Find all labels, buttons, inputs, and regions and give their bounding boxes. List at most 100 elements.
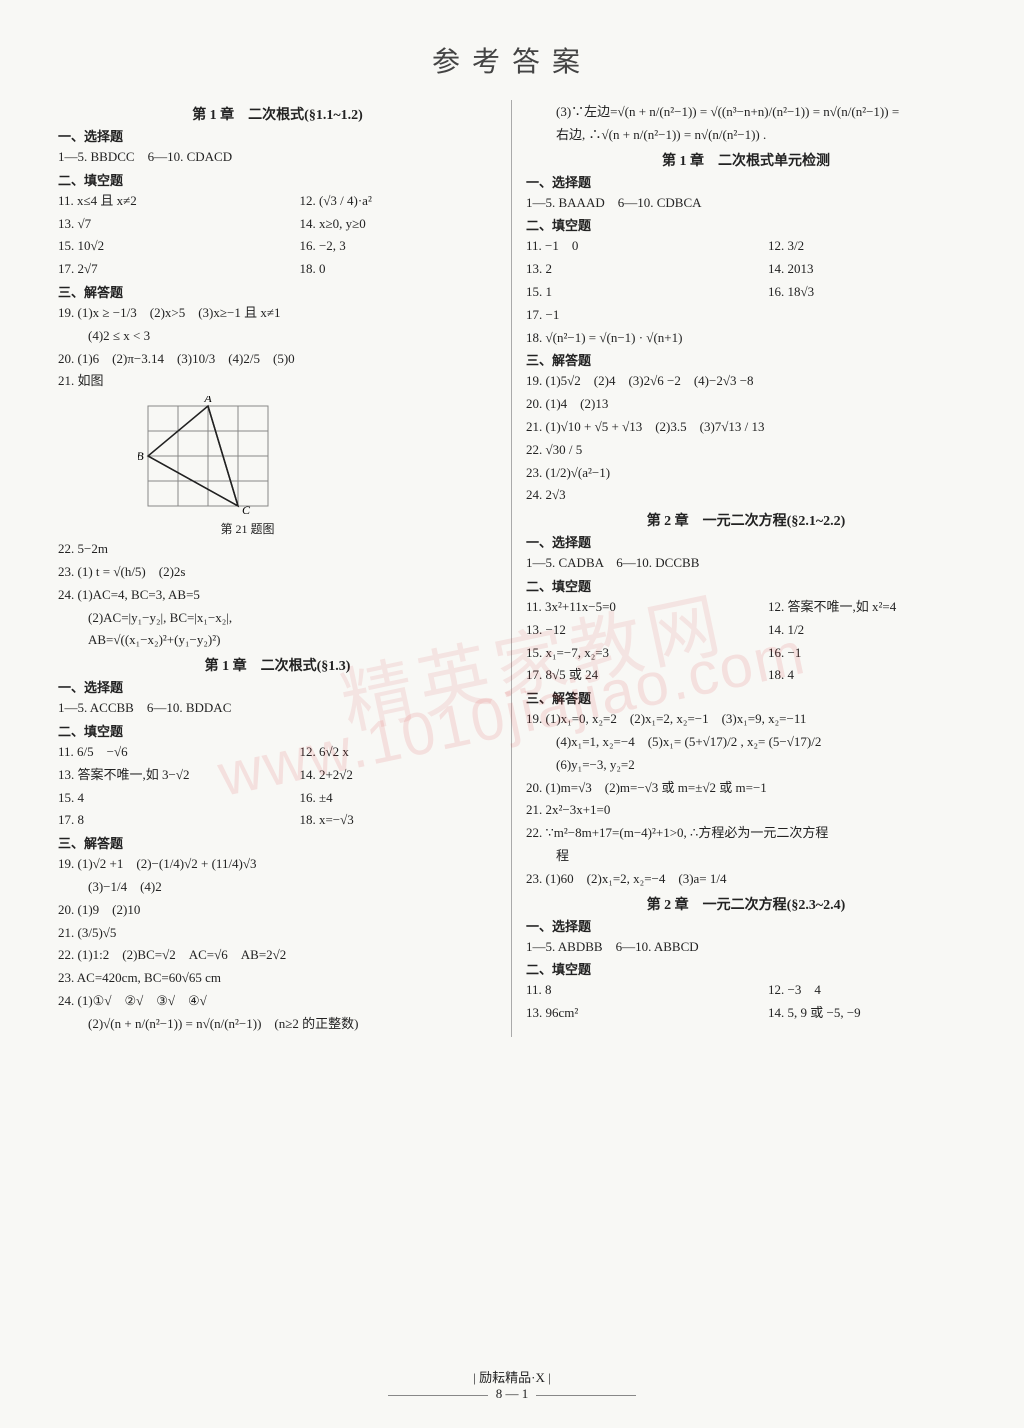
content-columns: 第 1 章 二次根式(§1.1~1.2) 一、选择题 1—5. BBDCC 6—… [50, 100, 974, 1037]
svg-text:B: B [138, 449, 144, 463]
b-q13: 13. 答案不唯一,如 3−√2 [58, 765, 299, 786]
q18: 18. 0 [299, 259, 497, 280]
svg-text:A: A [203, 396, 212, 405]
u-q16: 16. 18√3 [768, 282, 966, 303]
footer-page: 8 — 1 [496, 1386, 529, 1401]
2a-q22b: 程 [526, 846, 966, 867]
ch1u-s3: 三、解答题 [526, 350, 966, 369]
2a-q19: 19. (1)x₁=0, x₂=2 (2)x₁=2, x₂=−1 (3)x₁=9… [526, 709, 966, 730]
2b-q11: 11. 8 [526, 980, 768, 1001]
ch2b-s2: 二、填空题 [526, 959, 966, 978]
b-q20: 20. (1)9 (2)10 [58, 900, 497, 921]
q16: 16. −2, 3 [299, 236, 497, 257]
ch1b-s3: 三、解答题 [58, 833, 497, 852]
ch1u-heading: 第 1 章 二次根式单元检测 [526, 150, 966, 170]
2b-q14: 14. 5, 9 或 −5, −9 [768, 1003, 966, 1024]
ch1b-mc: 1—5. ACCBB 6—10. BDDAC [58, 698, 497, 719]
right-column: (3)∵左边=√(n + n/(n²−1)) = √((n³−n+n)/(n²−… [512, 100, 974, 1037]
ch1a-q21: 21. 如图 [58, 371, 497, 392]
2a-q12: 12. 答案不唯一,如 x²=4 [768, 597, 966, 618]
q13: 13. √7 [58, 214, 299, 235]
u-q23: 23. (1/2)√(a²−1) [526, 463, 966, 484]
b-q22: 22. (1)1:2 (2)BC=√2 AC=√6 AB=2√2 [58, 945, 497, 966]
2a-q16: 16. −1 [768, 643, 966, 664]
b-q24b: (2)√(n + n/(n²−1)) = n√(n/(n²−1)) (n≥2 的… [58, 1014, 497, 1035]
u-q11: 11. −1 0 [526, 236, 768, 257]
b-q19: 19. (1)√2 +1 (2)−(1/4)√2 + (11/4)√3 [58, 854, 497, 875]
u-q19: 19. (1)5√2 (2)4 (3)2√6 −2 (4)−2√3 −8 [526, 371, 966, 392]
b-q21: 21. (3/5)√5 [58, 923, 497, 944]
2a-q18: 18. 4 [768, 665, 966, 686]
2a-q15: 15. x₁=−7, x₂=3 [526, 643, 768, 664]
fig-caption: 第 21 题图 [0, 520, 497, 537]
ch1a-q24c: AB=√((x₁−x₂)²+(y₁−y₂)²) [58, 630, 497, 651]
q15: 15. 10√2 [58, 236, 299, 257]
b-q11: 11. 6/5 −√6 [58, 742, 299, 763]
u-q20: 20. (1)4 (2)13 [526, 394, 966, 415]
u-q17: 17. −1 [526, 305, 966, 326]
r-q24d: 右边, ∴√(n + n/(n²−1)) = n√(n/(n²−1)) . [526, 125, 966, 146]
b-q19b: (3)−1/4 (4)2 [58, 877, 497, 898]
page-title: 参考答案 [50, 40, 974, 80]
b-q17: 17. 8 [58, 810, 299, 831]
u-q12: 12. 3/2 [768, 236, 966, 257]
ch1b-s1: 一、选择题 [58, 677, 497, 696]
q11: 11. x≤4 且 x≠2 [58, 191, 299, 212]
ch1u-s2: 二、填空题 [526, 215, 966, 234]
ch1a-s1: 一、选择题 [58, 126, 497, 145]
2a-q17: 17. 8√5 或 24 [526, 665, 768, 686]
ch1u-s1: 一、选择题 [526, 172, 966, 191]
b-q14: 14. 2+2√2 [299, 765, 497, 786]
2a-q13: 13. −12 [526, 620, 768, 641]
ch1b-s2: 二、填空题 [58, 721, 497, 740]
footer: | 励耘精品·X | 8 — 1 [0, 1367, 1024, 1402]
ch2a-heading: 第 2 章 一元二次方程(§2.1~2.2) [526, 510, 966, 530]
q12: 12. (√3 / 4)·a² [299, 191, 497, 212]
ch2b-heading: 第 2 章 一元二次方程(§2.3~2.4) [526, 894, 966, 914]
ch1a-q24b: (2)AC=|y₁−y₂|, BC=|x₁−x₂|, [58, 608, 497, 629]
2a-q23: 23. (1)60 (2)x₁=2, x₂=−4 (3)a= 1/4 [526, 869, 966, 890]
b-q16: 16. ±4 [299, 788, 497, 809]
left-column: 第 1 章 二次根式(§1.1~1.2) 一、选择题 1—5. BBDCC 6—… [50, 100, 512, 1037]
2a-q22: 22. ∵m²−8m+17=(m−4)²+1>0, ∴方程必为一元二次方程 [526, 823, 966, 844]
ch2b-s1: 一、选择题 [526, 916, 966, 935]
u-q18: 18. √(n²−1) = √(n−1) · √(n+1) [526, 328, 966, 349]
u-q14: 14. 2013 [768, 259, 966, 280]
ch1a-q20: 20. (1)6 (2)π−3.14 (3)10/3 (4)2/5 (5)0 [58, 349, 497, 370]
ch1a-mc: 1—5. BBDCC 6—10. CDACD [58, 147, 497, 168]
footer-brand: | 励耘精品·X | [0, 1367, 1024, 1386]
u-q15: 15. 1 [526, 282, 768, 303]
ch2a-s1: 一、选择题 [526, 532, 966, 551]
2a-q19c: (6)y₁=−3, y₂=2 [526, 755, 966, 776]
2a-q19b: (4)x₁=1, x₂=−4 (5)x₁= (5+√17)/2 , x₂= (5… [526, 732, 966, 753]
ch2a-mc: 1—5. CADBA 6—10. DCCBB [526, 553, 966, 574]
ch1a-q19b: (4)2 ≤ x < 3 [58, 326, 497, 347]
u-q24: 24. 2√3 [526, 485, 966, 506]
q14: 14. x≥0, y≥0 [299, 214, 497, 235]
ch1a-q24a: 24. (1)AC=4, BC=3, AB=5 [58, 585, 497, 606]
2b-q12: 12. −3 4 [768, 980, 966, 1001]
ch1a-q19: 19. (1)x ≥ −1/3 (2)x>5 (3)x≥−1 且 x≠1 [58, 303, 497, 324]
2a-q21: 21. 2x²−3x+1=0 [526, 800, 966, 821]
u-q13: 13. 2 [526, 259, 768, 280]
2a-q11: 11. 3x²+11x−5=0 [526, 597, 768, 618]
b-q18: 18. x=−√3 [299, 810, 497, 831]
r-q24c: (3)∵左边=√(n + n/(n²−1)) = √((n³−n+n)/(n²−… [526, 102, 966, 123]
u-q21: 21. (1)√10 + √5 + √13 (2)3.5 (3)7√13 / 1… [526, 417, 966, 438]
q17: 17. 2√7 [58, 259, 299, 280]
ch2b-mc: 1—5. ABDBB 6—10. ABBCD [526, 937, 966, 958]
b-q24a: 24. (1)①√ ②√ ③√ ④√ [58, 991, 497, 1012]
ch2a-s3: 三、解答题 [526, 688, 966, 707]
ch1a-q23: 23. (1) t = √(h/5) (2)2s [58, 562, 497, 583]
ch1a-heading: 第 1 章 二次根式(§1.1~1.2) [58, 104, 497, 124]
figure-21: A B C 第 21 题图 [138, 396, 497, 537]
b-q15: 15. 4 [58, 788, 299, 809]
b-q23: 23. AC=420cm, BC=60√65 cm [58, 968, 497, 989]
ch1a-s2: 二、填空题 [58, 170, 497, 189]
u-q22: 22. √30 / 5 [526, 440, 966, 461]
2a-q20: 20. (1)m=√3 (2)m=−√3 或 m=±√2 或 m=−1 [526, 778, 966, 799]
ch2a-s2: 二、填空题 [526, 576, 966, 595]
ch1a-s3: 三、解答题 [58, 282, 497, 301]
ch1b-heading: 第 1 章 二次根式(§1.3) [58, 655, 497, 675]
b-q12: 12. 6√2 x [299, 742, 497, 763]
